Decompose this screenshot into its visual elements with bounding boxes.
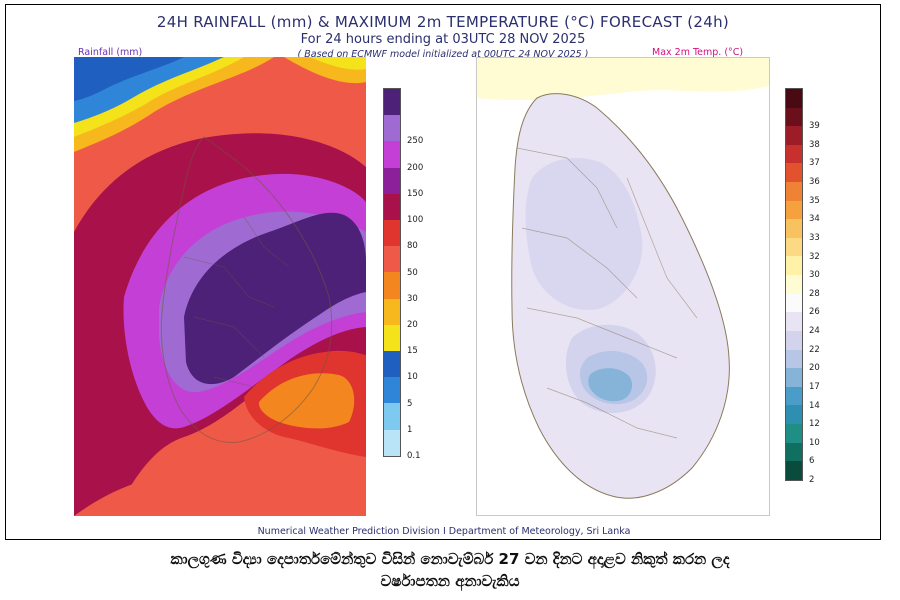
rainfall-color-step bbox=[384, 193, 400, 221]
rainfall-tick-label: 80 bbox=[407, 241, 418, 252]
temperature-color-step bbox=[786, 386, 802, 406]
rain-district-lines bbox=[183, 216, 290, 388]
temperature-color-step bbox=[786, 107, 802, 127]
rainfall-color-step bbox=[384, 220, 400, 247]
rainfall-color-step bbox=[384, 115, 400, 142]
rainfall-tick-label: 200 bbox=[407, 162, 424, 173]
rainfall-tick-label: 15 bbox=[407, 346, 418, 357]
temperature-tick-label: 36 bbox=[809, 177, 820, 188]
rain-field-se-orange bbox=[258, 373, 355, 429]
temperature-panel-label: Max 2m Temp. (°C) bbox=[652, 47, 744, 58]
rainfall-tick-label: 30 bbox=[407, 293, 418, 304]
rainfall-map bbox=[74, 57, 366, 516]
temperature-tick-label: 17 bbox=[809, 381, 820, 392]
rainfall-color-step bbox=[384, 272, 400, 299]
temperature-tick-label: 20 bbox=[809, 363, 820, 374]
temperature-color-step bbox=[786, 423, 802, 443]
rainfall-tick-label: 10 bbox=[407, 372, 418, 383]
caption-line-2: වර්ෂාපතන අනාවැකිය bbox=[380, 572, 520, 590]
temperature-map bbox=[476, 57, 770, 516]
temperature-tick-label: 14 bbox=[809, 400, 820, 411]
temperature-tick-label: 32 bbox=[809, 251, 820, 262]
rainfall-color-step bbox=[384, 429, 400, 456]
temperature-color-step bbox=[786, 144, 802, 164]
temperature-tick-label: 22 bbox=[809, 344, 820, 355]
model-note: ( Based on ECMWF model initialized at 00… bbox=[297, 49, 589, 60]
rainfall-tick-label: 250 bbox=[407, 136, 424, 147]
temp-field-north-warm bbox=[477, 58, 769, 101]
temperature-tick-label: 6 bbox=[809, 456, 815, 467]
credit-line: Numerical Weather Prediction Division I … bbox=[257, 526, 631, 537]
temp-field-north-cool bbox=[525, 158, 643, 310]
rainfall-tick-label: 20 bbox=[407, 319, 418, 330]
rainfall-tick-label: 150 bbox=[407, 188, 424, 199]
rainfall-color-step bbox=[384, 167, 400, 194]
rain-field-darkblue-band bbox=[74, 57, 184, 101]
temperature-color-step bbox=[786, 200, 802, 220]
rain-field-bottom bbox=[74, 465, 366, 516]
rain-field-core bbox=[184, 212, 366, 385]
temperature-color-step bbox=[786, 405, 802, 424]
temperature-color-step bbox=[786, 368, 802, 387]
temperature-color-step bbox=[786, 442, 802, 462]
rainfall-color-step bbox=[384, 298, 400, 325]
temperature-tick-label: 34 bbox=[809, 214, 820, 225]
temperature-tick-label: 10 bbox=[809, 437, 820, 448]
temperature-color-step bbox=[786, 237, 802, 257]
temperature-color-step bbox=[786, 293, 802, 313]
temperature-tick-label: 35 bbox=[809, 195, 820, 206]
temperature-tick-label: 33 bbox=[809, 232, 820, 243]
temperature-tick-label: 28 bbox=[809, 288, 820, 299]
temperature-color-step bbox=[786, 256, 802, 276]
temperature-color-step bbox=[786, 89, 802, 108]
temperature-tick-label: 26 bbox=[809, 307, 820, 318]
temperature-tick-label: 38 bbox=[809, 139, 820, 150]
temperature-color-step bbox=[786, 182, 802, 201]
figure-title: 24H RAINFALL (mm) & MAXIMUM 2m TEMPERATU… bbox=[156, 13, 730, 31]
rain-island-outline bbox=[160, 136, 333, 443]
rainfall-tick-label: 1 bbox=[407, 424, 413, 435]
rainfall-color-step bbox=[384, 324, 400, 352]
temperature-colorbar bbox=[785, 88, 803, 481]
temperature-color-step bbox=[786, 163, 802, 183]
rainfall-tick-label: 100 bbox=[407, 215, 424, 226]
rainfall-colorbar bbox=[383, 88, 401, 457]
rainfall-color-step bbox=[384, 141, 400, 168]
temperature-color-step bbox=[786, 219, 802, 238]
rainfall-color-step bbox=[384, 89, 400, 116]
sinhala-caption: කාලගුණ විද්‍යා දෙපාර්තමේන්තුව විසින් නොව… bbox=[0, 548, 900, 592]
rainfall-tick-label: 0.1 bbox=[407, 451, 421, 461]
rainfall-tick-label: 50 bbox=[407, 267, 418, 278]
temperature-tick-label: 2 bbox=[809, 475, 815, 485]
rainfall-color-step bbox=[384, 377, 400, 404]
temperature-color-step bbox=[786, 126, 802, 145]
figure-subtitle: For 24 hours ending at 03UTC 28 NOV 2025 bbox=[300, 32, 586, 47]
temperature-tick-label: 37 bbox=[809, 158, 820, 169]
rainfall-panel-label: Rainfall (mm) bbox=[78, 47, 143, 58]
temperature-color-step bbox=[786, 330, 802, 350]
temp-field-hills-core bbox=[588, 368, 633, 402]
temperature-color-step bbox=[786, 349, 802, 369]
temperature-color-step bbox=[786, 461, 802, 480]
temperature-tick-label: 30 bbox=[809, 270, 820, 281]
temperature-tick-label: 24 bbox=[809, 326, 820, 337]
temperature-color-step bbox=[786, 275, 802, 294]
rainfall-color-step bbox=[384, 351, 400, 378]
temperature-tick-label: 39 bbox=[809, 121, 820, 132]
caption-line-1: කාලගුණ විද්‍යා දෙපාර්තමේන්තුව විසින් නොව… bbox=[170, 550, 730, 568]
rainfall-color-step bbox=[384, 403, 400, 430]
temp-district-lines bbox=[516, 147, 698, 439]
temperature-map-graphic bbox=[477, 58, 769, 515]
rain-field-ne-yellow bbox=[309, 57, 366, 70]
temperature-tick-label: 12 bbox=[809, 419, 820, 430]
rainfall-color-step bbox=[384, 246, 400, 273]
rainfall-map-graphic bbox=[74, 57, 366, 516]
temperature-color-step bbox=[786, 312, 802, 331]
rainfall-tick-label: 5 bbox=[407, 398, 413, 409]
